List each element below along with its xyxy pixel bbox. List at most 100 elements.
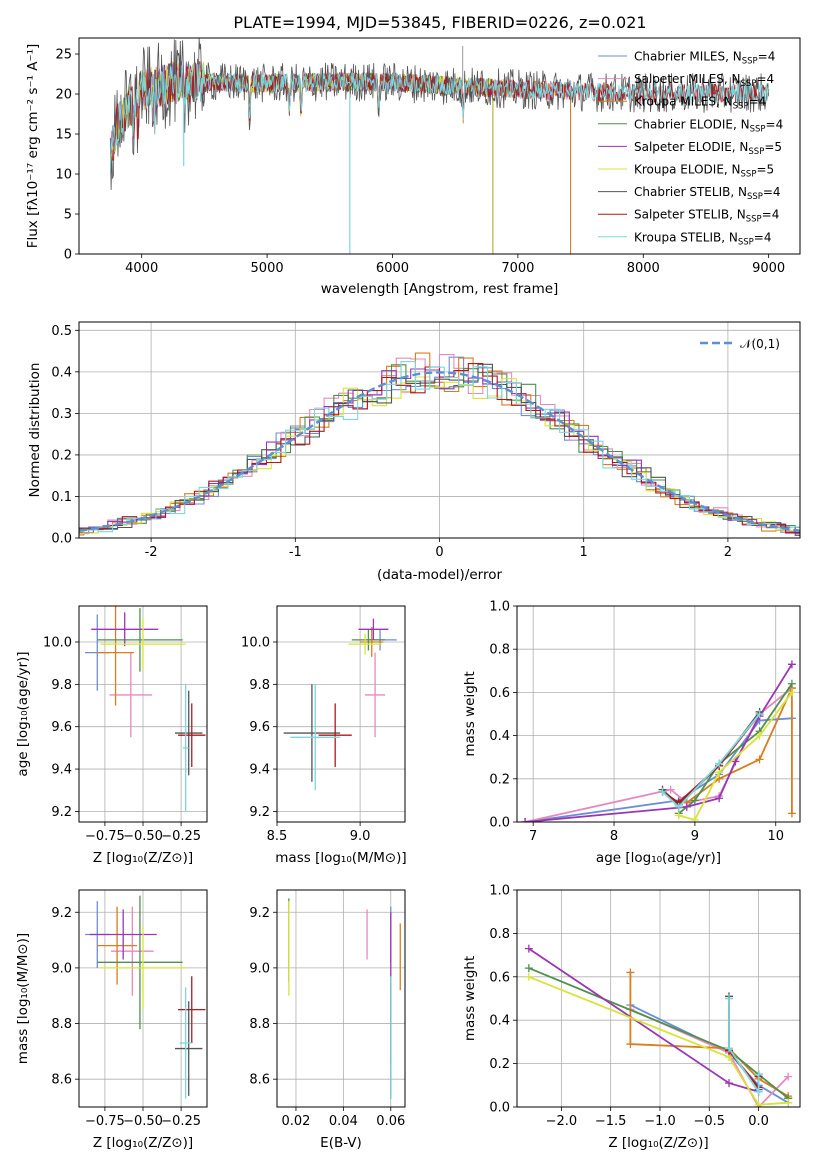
- series-line: [525, 663, 793, 822]
- x-tick-label: −1.5: [595, 1114, 627, 1129]
- legend-label-tail: =4: [762, 208, 780, 222]
- age-vs-metallicity-panel: −0.75−0.50−0.25 9.2 9.4 9.6 9.8 10.0 Z [log₁₀(…: [15, 605, 208, 866]
- series-line: [728, 998, 760, 1095]
- legend-label-tail: =4: [749, 95, 767, 109]
- x-tick-label: 9.0: [350, 829, 371, 844]
- y-tick-label: 1.0: [489, 884, 510, 899]
- y-tick-label: 0.2: [489, 1057, 510, 1072]
- x-tick-label: −0.75: [85, 829, 125, 844]
- series-line: [728, 996, 760, 1093]
- plot-area: [79, 352, 800, 536]
- y-axis-label: mass weight: [462, 671, 478, 756]
- gaussian-curve: [79, 371, 800, 532]
- x-tick-label: −1.0: [644, 1114, 676, 1129]
- x-tick-label: 0: [435, 545, 443, 560]
- x-axis-label: (data-model)/error: [377, 567, 503, 583]
- legend-label-sub: SSP: [742, 57, 758, 67]
- plot-area: [524, 944, 793, 1107]
- series-line: [524, 717, 792, 822]
- legend-label-sub: SSP: [733, 102, 749, 112]
- x-axis-label: E(B-V): [320, 1135, 362, 1151]
- y-tick-label: 8.6: [249, 1073, 270, 1088]
- y-tick-label: 10: [55, 168, 72, 183]
- x-tick-label: 5000: [251, 261, 284, 276]
- x-axis-label: Z [log₁₀(Z/Z⊙)]: [93, 850, 193, 866]
- x-tick-label: 2: [724, 545, 732, 560]
- y-tick-label: 9.8: [249, 678, 270, 693]
- series-line: [528, 967, 789, 1100]
- plot-area: [283, 618, 397, 791]
- series-marker: [754, 1087, 763, 1096]
- legend-label: Kroupa STELIB, NSSP=4: [634, 230, 772, 247]
- y-tick-label: 9.6: [249, 720, 270, 735]
- weight-vs-metallicity-panel: −2.0 −1.5 −1.0 −0.5 0.0 0.0 0.2 0.4 0.6 0.8 1.0 Z […: [462, 884, 801, 1151]
- spectrum-panel: 4000 5000 6000 7000 8000 9000 0 5 10 15 20 25 wavele…: [25, 37, 801, 297]
- plot-area: [85, 895, 206, 1099]
- x-axis-label: mass [log₁₀(M/M⊙)]: [275, 850, 406, 866]
- axes-frame: [78, 889, 208, 1108]
- y-tick-label: 0.0: [489, 816, 510, 831]
- series-line: [661, 711, 761, 806]
- y-axis-label: Flux [fλ10⁻¹⁷ erg cm⁻² s⁻¹ A⁻¹]: [25, 44, 41, 249]
- axes-frame: [276, 605, 406, 823]
- y-axis-label: Normed distribution: [27, 363, 43, 498]
- legend-label-text: Chabrier ELODIE, N: [634, 117, 750, 131]
- legend-label: Chabrier MILES, NSSP=4: [634, 50, 775, 67]
- spectrum-line: [109, 62, 770, 173]
- series-marker: [682, 802, 691, 811]
- series-marker: [731, 757, 740, 766]
- y-tick-label: 15: [55, 128, 72, 143]
- legend-label-tail: =4: [763, 185, 781, 199]
- legend-label-tail: =4: [756, 72, 774, 86]
- y-tick-label: 8.6: [51, 1073, 72, 1088]
- y-tick-label: 25: [55, 48, 72, 63]
- legend-label: Kroupa MILES, NSSP=4: [634, 95, 766, 112]
- legend-label-sub: SSP: [748, 147, 764, 157]
- axes-frame: [276, 889, 406, 1108]
- series-marker: [787, 688, 796, 697]
- axes-frame: [78, 321, 801, 539]
- series-line: [661, 713, 761, 809]
- series-marker: [524, 972, 533, 981]
- y-tick-label: 9.0: [249, 961, 270, 976]
- legend-label-sub: SSP: [738, 237, 754, 247]
- y-tick-label: 20: [55, 88, 72, 103]
- series-marker: [784, 1072, 793, 1081]
- series-marker: [755, 731, 764, 740]
- y-tick-label: 9.6: [51, 720, 72, 735]
- y-tick-label: 9.2: [51, 906, 72, 921]
- y-tick-label: 9.4: [51, 763, 72, 778]
- x-tick-label: 0.02: [281, 1114, 310, 1129]
- y-tick-label: 5: [64, 208, 72, 223]
- x-tick-label: −0.25: [161, 1114, 201, 1129]
- y-tick-label: 9.0: [51, 961, 72, 976]
- age-vs-mass-panel: 8.5 9.0 9.2 9.4 9.6 9.8 10.0 mass [log₁₀(M/M⊙)]: [241, 605, 407, 866]
- x-tick-label: 7000: [501, 261, 534, 276]
- series-marker: [754, 1070, 763, 1079]
- legend-label-text: Kroupa STELIB, N: [634, 230, 738, 244]
- series-line: [528, 975, 789, 1106]
- series-marker: [725, 994, 734, 1003]
- y-tick-label: 0.4: [51, 365, 72, 380]
- histogram-series: [79, 361, 800, 533]
- series-marker: [666, 785, 675, 794]
- y-axis-label: age [log₁₀(age/yr)]: [15, 651, 31, 776]
- legend-label: Chabrier ELODIE, NSSP=4: [634, 117, 783, 134]
- y-tick-label: 9.2: [249, 805, 270, 820]
- plot-area: [288, 898, 401, 1099]
- y-axis-label: mass [log₁₀(M/M⊙)]: [15, 933, 31, 1064]
- histogram-series: [79, 363, 800, 536]
- axes-frame: [78, 605, 208, 823]
- series-marker: [524, 944, 533, 953]
- legend-label-tail: =5: [756, 163, 774, 177]
- x-tick-label: 9: [691, 829, 699, 844]
- legend-label-sub: SSP: [741, 79, 757, 89]
- y-tick-label: 0.3: [51, 407, 72, 422]
- y-tick-label: 0.8: [489, 643, 510, 658]
- legend-label-sub: SSP: [746, 215, 762, 225]
- weight-vs-age-panel: 7 8 9 10 0.0 0.2 0.4 0.6 0.8 1.0 age [log₁₀(age/yr…: [462, 600, 801, 866]
- x-tick-label: 4000: [125, 261, 158, 276]
- y-tick-label: 0.2: [489, 772, 510, 787]
- x-tick-label: 0.06: [376, 1114, 405, 1129]
